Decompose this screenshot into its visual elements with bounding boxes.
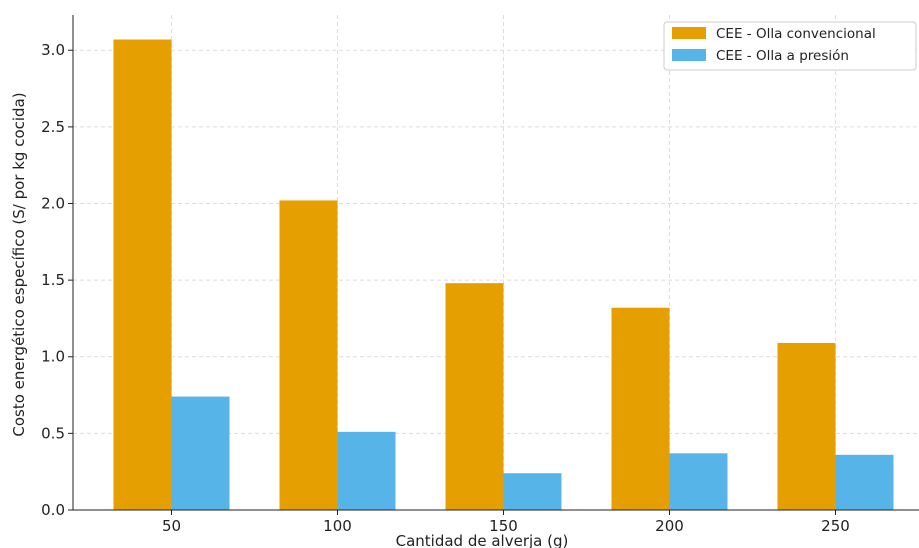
bar-series-0-200: [611, 307, 670, 510]
x-tick-label: 200: [655, 517, 684, 535]
y-tick-label: 0.5: [41, 424, 65, 442]
bar-series-1-100: [337, 431, 396, 510]
x-tick-label: 250: [821, 517, 850, 535]
y-axis-label: Costo energético específico (S/ por kg c…: [10, 92, 28, 436]
bar-series-1-50: [171, 396, 230, 510]
bar-series-0-100: [279, 200, 338, 510]
y-tick-label: 0.0: [41, 501, 65, 519]
bar-series-0-150: [445, 283, 504, 510]
y-tick-label: 2.0: [41, 194, 65, 212]
legend-box: [663, 21, 917, 71]
legend-label-olla-convencional: CEE - Olla convencional: [716, 26, 876, 42]
y-tick-label: 1.0: [41, 348, 65, 366]
x-ticks: 50 100 150 200 250: [162, 510, 850, 535]
bars: [113, 39, 894, 511]
y-tick-label: 3.0: [41, 41, 65, 59]
y-tick-label: 1.5: [41, 271, 65, 289]
bar-series-0-250: [777, 342, 836, 510]
x-tick-label: 100: [323, 517, 352, 535]
legend-swatch-olla-convencional: [672, 27, 706, 39]
bar-series-1-250: [835, 454, 894, 510]
y-ticks: 0.0 0.5 1.0 1.5 2.0 2.5 3.0: [41, 41, 73, 519]
legend: CEE - Olla convencional CEE - Olla a pre…: [663, 21, 917, 71]
axes: [72, 15, 919, 511]
bar-series-1-200: [669, 453, 728, 510]
legend-swatch-olla-a-presion: [672, 49, 706, 61]
y-tick-label: 2.5: [41, 118, 65, 136]
x-tick-label: 150: [489, 517, 518, 535]
x-axis-label: Cantidad de alverja (g): [396, 532, 569, 548]
legend-label-olla-a-presion: CEE - Olla a presión: [716, 48, 849, 64]
bar-series-1-150: [503, 473, 562, 510]
bar-series-0-50: [113, 39, 172, 511]
x-tick-label: 50: [162, 517, 181, 535]
